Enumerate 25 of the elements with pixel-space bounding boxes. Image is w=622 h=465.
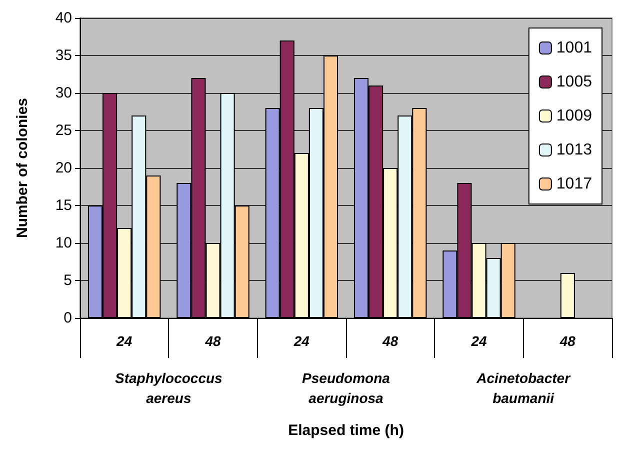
legend-label: 1013	[556, 142, 592, 158]
x-tick-label: 48	[382, 333, 398, 349]
x-tick-label: 24	[292, 333, 310, 349]
x-tick-label: 24	[116, 333, 132, 349]
y-tick-label: 15	[55, 197, 72, 214]
y-axis-title: Number of colonies	[14, 98, 31, 238]
x-axis-title: Elapsed time (h)	[288, 422, 404, 439]
x-tick-label: 48	[558, 333, 576, 349]
y-tick-label: 0	[64, 310, 72, 326]
y-tick-label: 35	[55, 47, 72, 64]
y-tick-label: 30	[55, 84, 72, 102]
y-tick-label: 40	[55, 10, 72, 26]
legend-label: 1005	[556, 74, 592, 90]
x-tick-label: 24	[470, 333, 487, 349]
legend-label: 1009	[556, 108, 592, 124]
y-tick-label: 20	[55, 160, 72, 176]
y-tick-label: 5	[64, 272, 72, 289]
y-tick-label: 25	[55, 122, 72, 139]
text: Pseudomona aeruginosa	[302, 370, 390, 406]
x-tick-label: 48	[204, 333, 221, 349]
text: Staphylococcus aereus	[114, 370, 223, 406]
legend-label: 1001	[556, 40, 592, 56]
y-tick-label: 10	[55, 234, 72, 252]
text: Acinetobacter baumanii	[476, 370, 572, 406]
legend-label: 1017	[556, 176, 592, 192]
